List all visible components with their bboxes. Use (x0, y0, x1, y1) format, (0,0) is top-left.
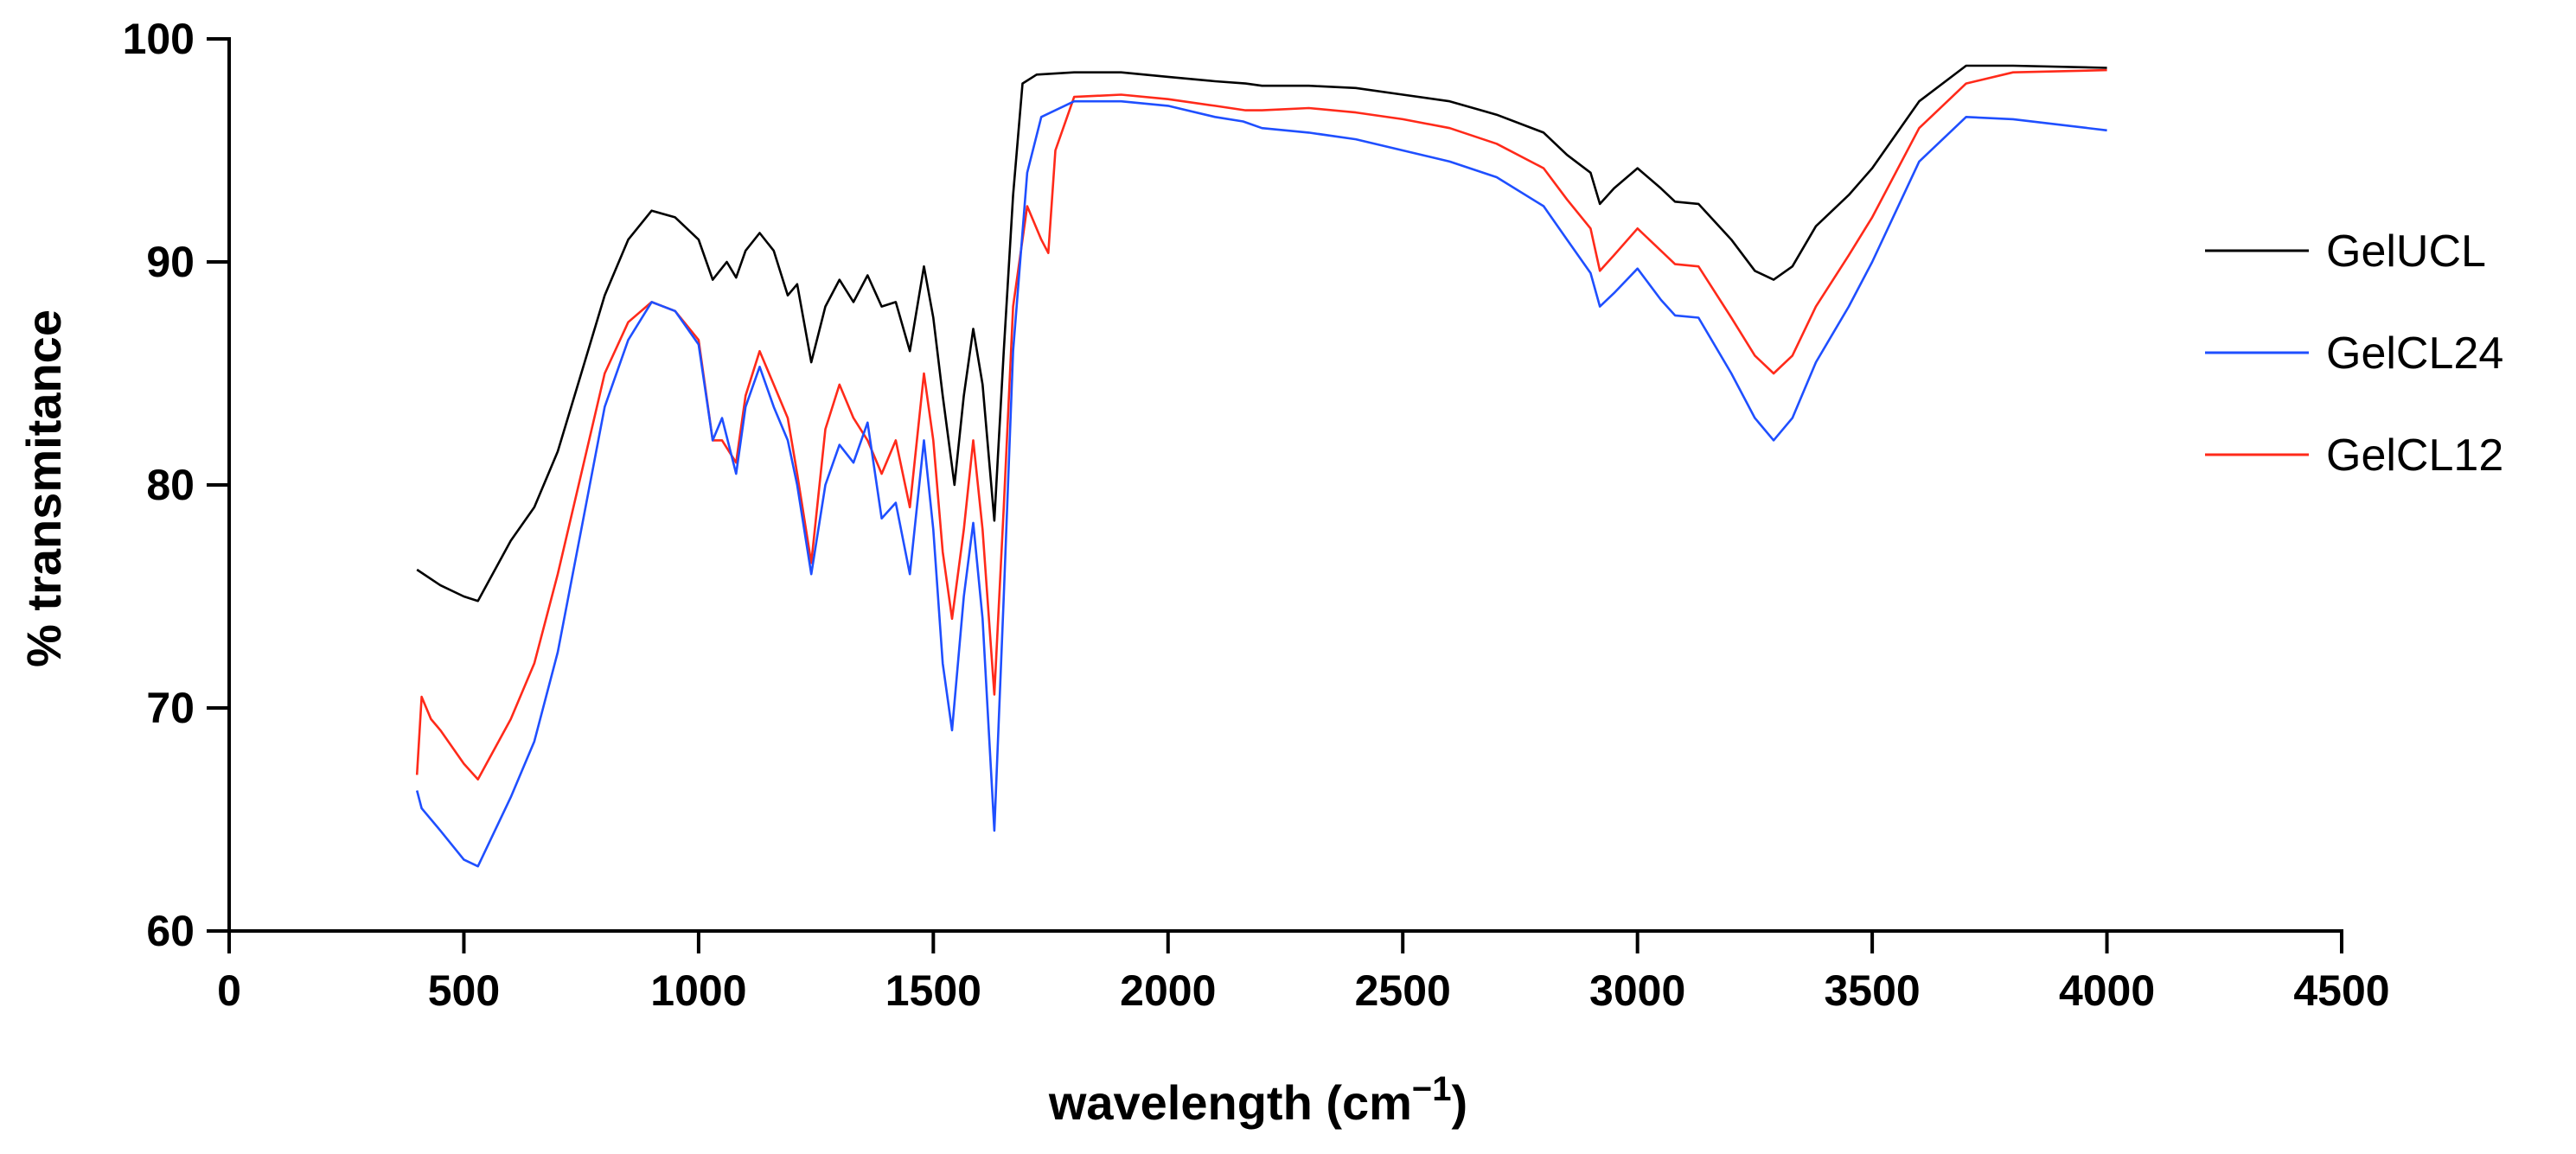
x-tick-label: 4000 (2059, 966, 2155, 1015)
series-line-gelcl24 (415, 99, 2107, 868)
y-axis-title: % transmitance (16, 309, 71, 667)
x-axis-title-main: wavelength (cm (1048, 1075, 1412, 1130)
legend-label-gelucl: GelUCL (2326, 226, 2486, 277)
x-tick-label: 3000 (1589, 966, 1685, 1015)
x-tick-label: 0 (217, 966, 241, 1015)
x-tick-label: 2000 (1120, 966, 1216, 1015)
y-tick-label: 70 (146, 684, 195, 732)
y-tick-label: 60 (146, 907, 195, 955)
x-tick-label: 3500 (1824, 966, 1920, 1015)
x-axis-title-superscript: −1 (1412, 1070, 1452, 1108)
x-ticks: 0 500 1000 1500 2000 2500 3000 3500 4000 4500 (217, 931, 2390, 1015)
x-axis-title-close: ) (1452, 1075, 1468, 1130)
series-line-gelucl (416, 64, 2107, 603)
legend-label-gelcl24: GelCL24 (2326, 328, 2503, 379)
y-ticks: 60 70 80 90 100 (123, 15, 229, 955)
x-tick-label: 1000 (650, 966, 746, 1015)
series-line-gelcl12 (415, 68, 2107, 781)
x-tick-label: 500 (428, 966, 500, 1015)
x-tick-label: 1500 (885, 966, 981, 1015)
series-group (415, 64, 2107, 868)
x-tick-label: 2500 (1355, 966, 1451, 1015)
legend-label-gelcl12: GelCL12 (2326, 430, 2503, 481)
x-tick-label: 4500 (2293, 966, 2389, 1015)
x-axis-title: wavelength (cm−1) (1048, 1070, 1467, 1130)
legend: GelUCL GelCL24 GelCL12 (2205, 226, 2503, 481)
y-tick-label: 80 (146, 461, 195, 509)
y-tick-label: 90 (146, 238, 195, 286)
y-tick-label: 100 (123, 15, 195, 63)
